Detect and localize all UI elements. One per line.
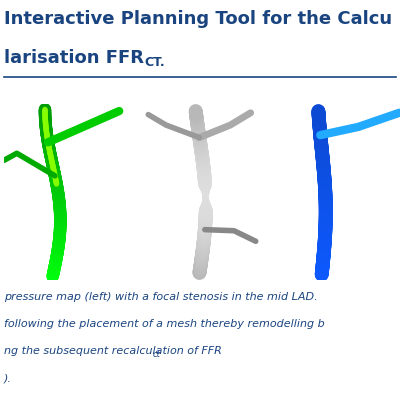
Text: ng the subsequent recalculation of FFR: ng the subsequent recalculation of FFR xyxy=(4,346,222,356)
Text: larisation FFR: larisation FFR xyxy=(4,49,144,67)
Text: ct: ct xyxy=(153,350,161,358)
Text: pressure map (left) with a focal stenosis in the mid LAD.: pressure map (left) with a focal stenosi… xyxy=(4,292,318,302)
Text: following the placement of a mesh thereby remodelling b: following the placement of a mesh thereb… xyxy=(4,319,325,329)
Text: CT.: CT. xyxy=(145,56,166,69)
Text: Interactive Planning Tool for the Calcu: Interactive Planning Tool for the Calcu xyxy=(4,10,392,28)
Text: ).: ). xyxy=(4,374,12,384)
